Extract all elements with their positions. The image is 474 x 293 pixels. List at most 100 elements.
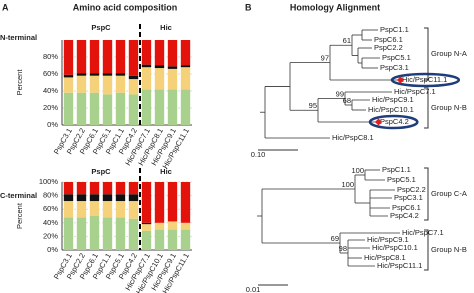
bar-segment (63, 194, 74, 202)
bootstrap: 95 (309, 101, 317, 110)
scale-label: 0.10 (251, 150, 266, 159)
bar-segment (115, 182, 126, 195)
bar-segment (141, 230, 152, 250)
y-tick-label: 20% (43, 103, 58, 112)
bar-segment (76, 182, 87, 195)
bar-segment (89, 40, 100, 74)
bar-segment (102, 75, 113, 95)
bar-segment (154, 89, 165, 125)
bootstrap: 69 (331, 234, 339, 243)
bar-segment (76, 40, 87, 74)
leaf-label: PspC2.2 (374, 43, 403, 52)
bar-segment (63, 74, 74, 78)
bootstrap: 99 (336, 89, 344, 98)
bar-segment (154, 222, 165, 230)
bootstrap: 97 (321, 54, 329, 63)
bar-segment (141, 64, 152, 68)
leaf-label: Hic/PspC8.1 (364, 253, 406, 262)
group-bracket (424, 87, 429, 129)
bar-segment (128, 182, 139, 195)
leaf-label: Hic/PspC9.1 (367, 235, 409, 244)
bar-segment (128, 75, 139, 80)
y-tick-label: 60% (43, 204, 58, 213)
group-label: Hic (160, 167, 172, 176)
bar-segment (115, 201, 126, 218)
bar-segment (180, 67, 191, 90)
bar-segment (141, 40, 152, 65)
bootstrap: 100 (351, 166, 364, 175)
bar-segment (115, 73, 126, 76)
group-label: PspC (91, 23, 111, 32)
bar-segment (102, 194, 113, 202)
bar-segment (89, 73, 100, 76)
group-label: Group N-B (431, 103, 467, 112)
leaf-label: PspC1.1 (380, 25, 409, 34)
tree (260, 29, 400, 139)
group-label: Hic (160, 23, 172, 32)
bar-segment (63, 40, 74, 75)
leaf-label: Hic/PspC10.1 (372, 243, 418, 252)
bar-segment (102, 94, 113, 125)
bar-segment (154, 65, 165, 69)
bar-segment (76, 73, 87, 76)
bar-segment (102, 201, 113, 218)
leaf-label: Hic/PspC11.1 (377, 261, 422, 270)
bar-segment (102, 73, 113, 76)
bar-segment (63, 77, 74, 93)
leaf-label: PspC6.1 (374, 35, 403, 44)
bar-segment (63, 182, 74, 195)
bar-segment (167, 182, 178, 222)
bar-segment (167, 66, 178, 69)
bootstrap: 61 (343, 36, 351, 45)
bootstrap: 100 (341, 180, 354, 189)
bar-segment (154, 68, 165, 90)
bar-segment (141, 182, 152, 223)
bar-segment (154, 229, 165, 250)
leaf-label: PspC3.1 (380, 63, 409, 72)
row-label: C-terminal (0, 191, 37, 200)
leaf-label: PspC3.1 (394, 193, 423, 202)
y-axis-label: Percent (15, 69, 24, 96)
group-label: PspC (91, 167, 111, 176)
bar-segment (180, 89, 191, 125)
y-tick-label: 80% (43, 191, 58, 200)
bar-segment (115, 92, 126, 125)
bar-segment (115, 194, 126, 202)
y-tick-label: 80% (43, 52, 58, 61)
y-tick-label: 60% (43, 69, 58, 78)
bar-segment (89, 194, 100, 202)
y-tick-label: 40% (43, 86, 58, 95)
bar-segment (76, 92, 87, 125)
y-tick-label: 40% (43, 218, 58, 227)
bar-segment (89, 216, 100, 250)
bar-segment (180, 222, 191, 230)
bar-segment (141, 67, 152, 90)
row-label: N-terminal (0, 33, 37, 42)
bar-segment (102, 217, 113, 250)
leaf-label: PspC4.2 (390, 211, 419, 220)
bar-segment (76, 194, 87, 202)
leaf-label: PspC2.2 (397, 185, 426, 194)
group-label: Group C-A (431, 189, 467, 198)
bar-segment (128, 94, 139, 125)
panel-title: Homology Alignment (290, 2, 380, 12)
highlight-ring (368, 114, 419, 130)
scale-label: 0.01 (246, 285, 261, 293)
y-axis-label: Percent (15, 202, 24, 229)
bar-segment (180, 182, 191, 223)
bar-segment (63, 201, 74, 218)
bar-segment (128, 79, 139, 95)
bar-segment (63, 217, 74, 250)
marker (396, 76, 405, 84)
y-tick-label: 20% (43, 231, 58, 240)
bar-segment (167, 221, 178, 230)
bar-segment (167, 40, 178, 67)
highlight-ring (390, 72, 461, 88)
panel-title: Amino acid composition (73, 2, 178, 12)
bar-segment (89, 92, 100, 125)
tree (257, 169, 400, 267)
bar-segment (102, 182, 113, 195)
bar-segment (154, 40, 165, 66)
